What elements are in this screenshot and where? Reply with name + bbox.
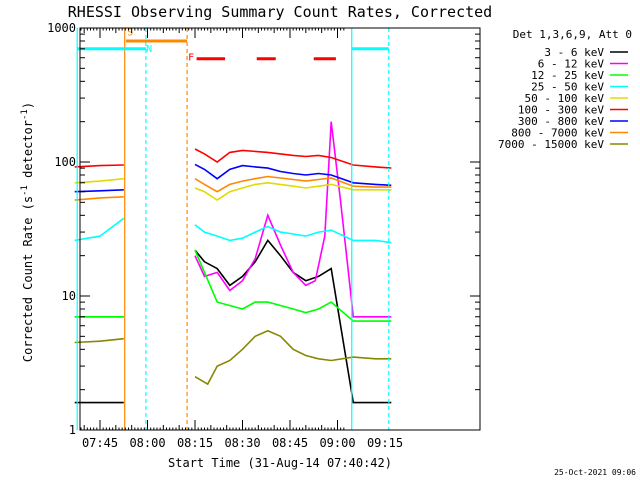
- axes: 1 10 100 1000 07:45 08:00 08:15 08:30 08:45 09:00…: [47, 21, 480, 450]
- series-line-3-0: [74, 217, 125, 242]
- x-tick-label-4: 08:45: [272, 436, 308, 450]
- series-line-5-1: [194, 148, 392, 169]
- legend-label-1: 6 - 12 keV: [538, 58, 605, 71]
- x-tick-label-2: 08:15: [177, 436, 213, 450]
- flag-label-2: F: [188, 53, 194, 64]
- y-tick-label-3: 1000: [47, 21, 76, 35]
- legend-label-8: 7000 - 15000 keV: [498, 138, 604, 151]
- flag-label-0: S: [127, 27, 133, 38]
- flag-label-1: N: [146, 44, 152, 55]
- series-line-3-1: [194, 224, 392, 244]
- legend-label-2: 12 - 25 keV: [531, 69, 604, 82]
- x-tick-label-6: 09:15: [367, 436, 403, 450]
- series-line-2-1: [194, 249, 392, 322]
- series-line-4-0: [74, 177, 124, 184]
- x-tick-label-0: 07:45: [82, 436, 118, 450]
- series-line-4-1: [194, 181, 392, 202]
- legend-label-3: 25 - 50 keV: [531, 81, 604, 94]
- series-layer: [74, 121, 392, 404]
- x-tick-label-5: 09:00: [319, 436, 355, 450]
- series-line-8-0: [74, 337, 124, 344]
- flag-bars: S N F: [77, 27, 389, 64]
- legend-label-6: 300 - 800 keV: [518, 115, 604, 128]
- y-tick-label-2: 100: [54, 155, 76, 169]
- legend-label-4: 50 - 100 keV: [525, 92, 605, 105]
- legend-label-0: 3 - 6 keV: [544, 46, 604, 59]
- y-tick-label-1: 10: [62, 289, 76, 303]
- x-tick-label-1: 08:00: [129, 436, 165, 450]
- legend-label-5: 100 - 300 keV: [518, 104, 604, 117]
- plot-frame: [79, 27, 481, 431]
- series-line-7-1: [194, 175, 392, 193]
- y-axis-label: Corrected Count Rate (s-1 detector-1): [20, 102, 35, 362]
- chart-title: RHESSI Observing Summary Count Rates, Co…: [68, 3, 492, 21]
- x-axis-label: Start Time (31-Aug-14 07:40:42): [168, 456, 392, 470]
- series-line-8-1: [194, 329, 392, 386]
- footer-date: 25-Oct-2021 09:06: [554, 468, 636, 477]
- legend-header: Det 1,3,6,9, Att 0: [513, 28, 632, 41]
- series-line-6-1: [194, 163, 392, 187]
- legend-label-7: 800 - 7000 keV: [511, 127, 604, 140]
- x-tick-label-3: 08:30: [224, 436, 260, 450]
- series-line-5-0: [74, 164, 124, 168]
- instrument-markers: [76, 28, 390, 430]
- series-line-1-1: [194, 121, 392, 318]
- y-tick-label-0: 1: [69, 423, 76, 437]
- series-line-7-0: [74, 196, 124, 201]
